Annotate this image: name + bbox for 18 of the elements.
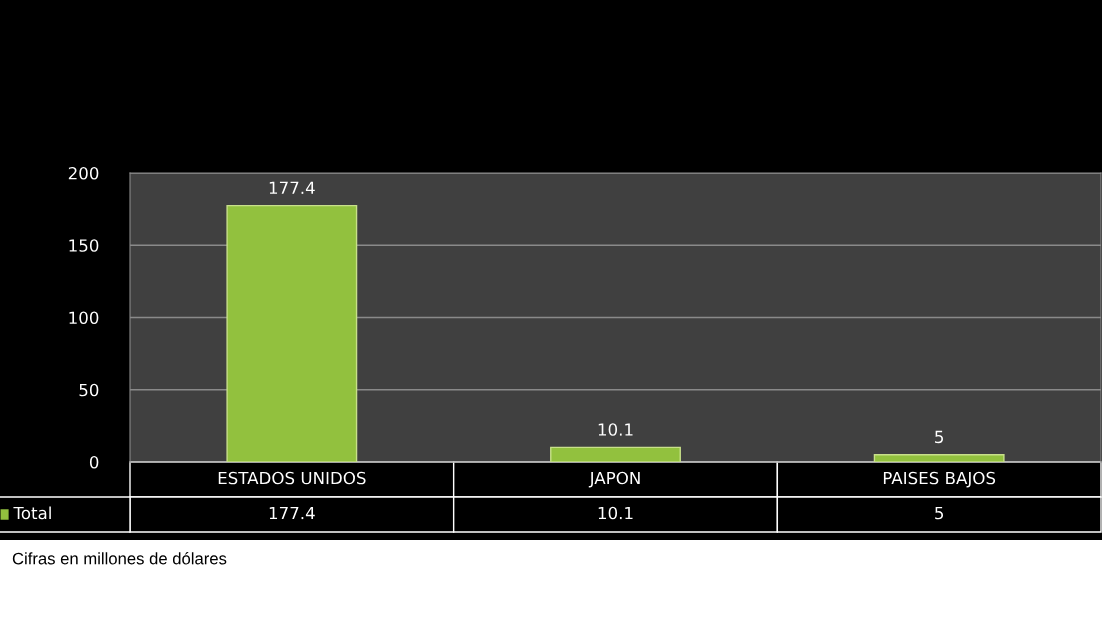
bar: [873, 454, 1005, 462]
y-tick-label: 100: [69, 311, 99, 325]
x-tick-label: JAPON: [588, 471, 640, 488]
text: 177.4: [269, 506, 315, 520]
text: 10.1: [598, 506, 633, 520]
y-tick-label: 0: [89, 455, 99, 469]
bar: [550, 446, 681, 462]
x-tick-label: ESTADOS UNIDOS: [218, 471, 366, 485]
y-tick-label: 200: [68, 166, 99, 180]
y-tick-label: 150: [69, 239, 99, 252]
text: 5: [935, 506, 944, 520]
text: Cifras en millones de dólares: [12, 552, 227, 565]
y-tick-label: 50: [79, 383, 99, 397]
legend-label: Total: [13, 506, 51, 520]
x-tick-label: PAISES BAJOS: [883, 471, 996, 488]
data-label: 10.1: [598, 423, 633, 436]
data-label: 5: [935, 430, 944, 444]
data-label: 177.4: [269, 181, 315, 194]
